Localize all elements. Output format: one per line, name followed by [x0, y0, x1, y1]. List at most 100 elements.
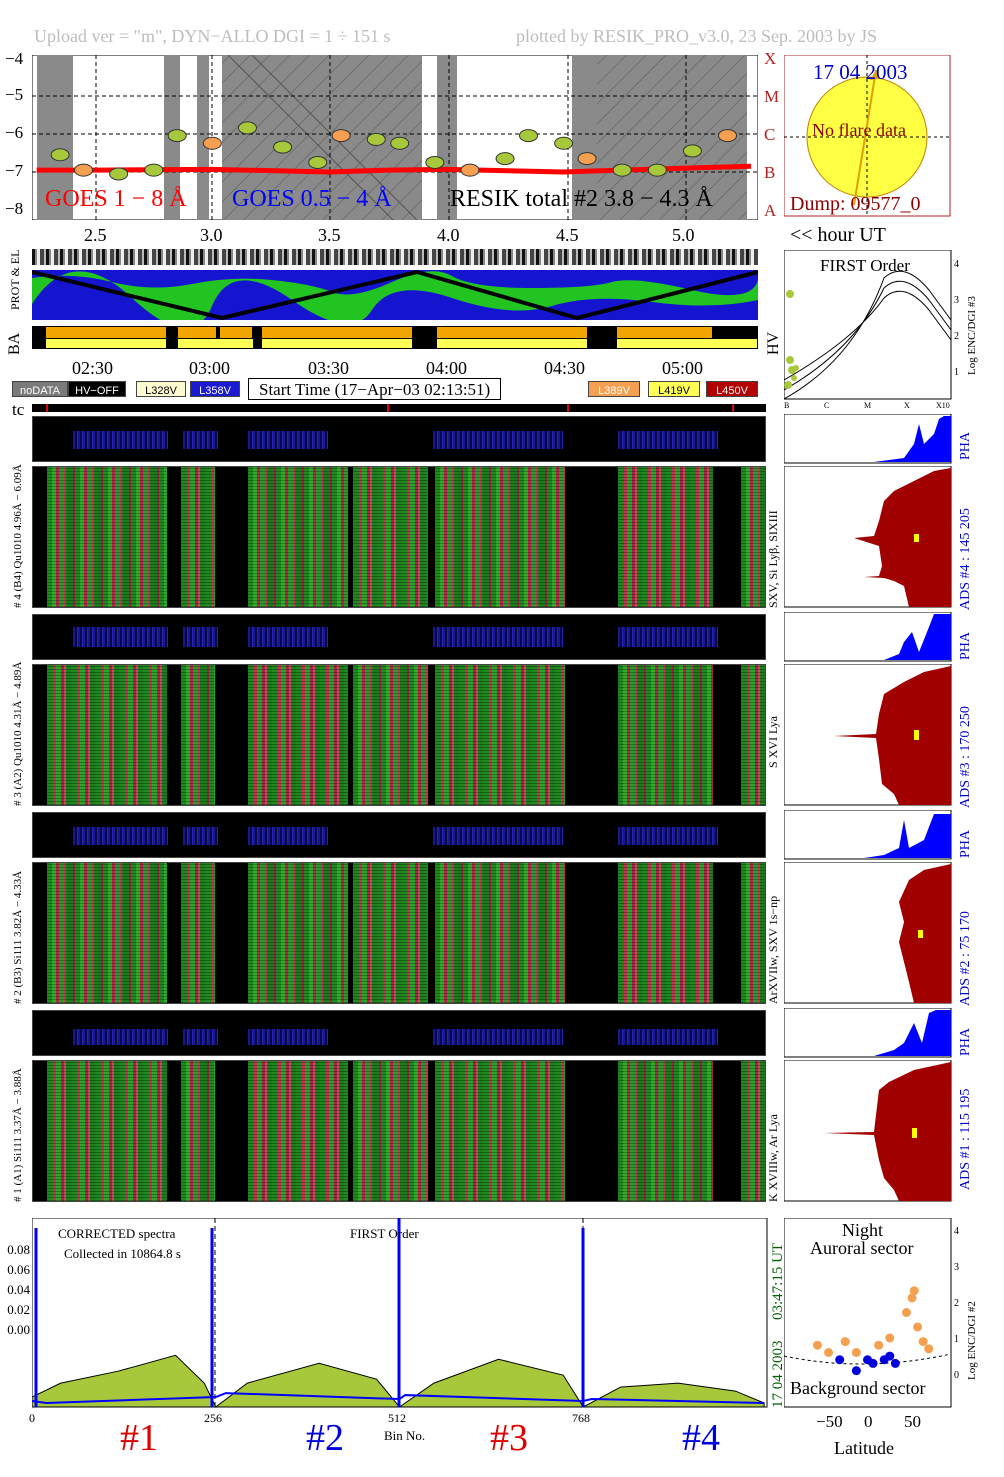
class-letter: M	[764, 87, 780, 106]
resik-point	[425, 155, 445, 169]
goes-lightcurve-chart	[32, 55, 758, 220]
orbit-x-axis: −50 0 50	[784, 1412, 954, 1431]
resik-point	[495, 152, 515, 166]
ch1-spectrogram	[32, 1060, 766, 1202]
orbit-point-blue	[890, 1358, 900, 1368]
channel-mark-2: #2	[306, 1417, 344, 1459]
tc-strip	[32, 404, 766, 412]
x-tick: M	[864, 401, 872, 410]
goes-class-axis: X M C B A	[764, 49, 782, 220]
orbit-point-orange	[909, 1286, 919, 1296]
x-tick: −50	[816, 1412, 843, 1431]
x-tick: 0	[29, 1411, 35, 1425]
ch3-pha-label: PHA	[958, 631, 973, 660]
resik-point	[554, 136, 574, 150]
prot-el-strip	[32, 249, 758, 265]
resik-point	[331, 129, 351, 143]
dump-label: Dump: 09577_0	[790, 193, 921, 215]
class-letter: B	[764, 163, 776, 182]
ch3-pha-strip	[32, 614, 766, 660]
latitude-panel	[784, 1218, 952, 1408]
hour-ut-label: << hour UT	[790, 224, 886, 246]
channel-mark-4: #4	[682, 1417, 720, 1459]
y-tick: 0.02	[7, 1302, 30, 1317]
ch1-pha-histogram	[784, 1008, 952, 1058]
time-tick: 04:00	[426, 358, 468, 378]
x-tick: 3.0	[200, 225, 223, 245]
orbit-xlabel: Latitude	[834, 1438, 894, 1458]
resik-point	[518, 129, 538, 143]
orbit-night: Night	[842, 1220, 884, 1240]
resik-point	[612, 163, 632, 177]
resik-point	[273, 140, 293, 154]
legend-goes-05-4: GOES 0.5 − 4 Å	[232, 186, 392, 212]
resik-point	[460, 163, 480, 177]
start-time-box: Start Time (17−Apr−03 02:13:51)	[248, 378, 502, 400]
spectra-note-collected: Collected in 10864.8 s	[64, 1246, 181, 1261]
prot-el-label: PROT & EL	[8, 249, 22, 310]
y-tick: 4	[954, 1226, 959, 1237]
l389v-legend: L389V	[588, 381, 640, 397]
orbit-point-orange	[918, 1337, 928, 1347]
spectra-x-axis: 0 256 512 768	[29, 1411, 768, 1425]
orbit-point-blue	[885, 1351, 895, 1361]
ch2-spectrogram	[32, 862, 766, 1004]
orbit-point-orange	[840, 1337, 850, 1347]
orbit-point-orange	[851, 1347, 861, 1357]
time-tick: 03:00	[189, 358, 231, 378]
first-order-x-axis: B C M X X10	[784, 401, 954, 413]
resik-point	[308, 155, 328, 169]
ch1-right-label: K XVIIIw, Ar Lya	[766, 1114, 780, 1202]
x-tick: 4.0	[437, 225, 460, 245]
resik-point	[647, 163, 667, 177]
ch3-ads-label: ADS #3 : 170 250	[958, 706, 973, 808]
channel-mark-1: #1	[120, 1417, 158, 1459]
ch2-pha-label: PHA	[958, 829, 973, 858]
y-tick: −7	[5, 161, 24, 180]
x-tick: 50	[904, 1412, 921, 1431]
l450v-legend: L450V	[706, 381, 758, 397]
ch2-ads-label: ADS #2 : 75 170	[958, 911, 973, 1006]
class-letter: A	[764, 201, 777, 220]
y-tick: 0.04	[7, 1282, 30, 1297]
header-upload-info: Upload ver = "m", DYN−ALLO DGI = 1 ÷ 151…	[34, 26, 391, 46]
ch3-left-label: # 3 (A2) Qu1010 4.31Å − 4.89Å	[12, 661, 24, 806]
x-tick: C	[824, 401, 830, 410]
resik-point	[718, 129, 738, 143]
ch2-pha-strip	[32, 812, 766, 858]
resik-point	[202, 136, 222, 150]
first-order-ylabel: Log ENC/DGI #3	[966, 296, 978, 375]
l419v-legend: L419V	[648, 381, 700, 397]
ch4-pha-label: PHA	[958, 431, 973, 460]
spectra-y-ticks: 0.08 0.06 0.04 0.02 0.00	[0, 1240, 30, 1340]
time-tick: 03:30	[308, 358, 350, 378]
ch2-pha-histogram	[784, 810, 952, 860]
time-tick: 04:30	[544, 358, 586, 378]
time-tick: 02:30	[72, 358, 114, 378]
legend-goes-1-8: GOES 1 − 8 Å	[45, 186, 187, 212]
resik-point	[366, 132, 386, 146]
ch4-pha-strip	[32, 416, 766, 462]
x-tick: 256	[204, 1411, 222, 1425]
x-tick: 5.0	[672, 225, 695, 245]
x-tick: X10	[936, 401, 950, 410]
spectra-xlabel: Bin No.	[384, 1428, 426, 1443]
orbit-point-blue	[868, 1358, 878, 1368]
orbit-point-orange	[874, 1340, 884, 1350]
spectra-note-first-order: FIRST Order	[350, 1226, 419, 1241]
orbit-ylabel: Log ENC/DGI #2	[966, 1301, 978, 1380]
x-tick: X	[904, 401, 910, 410]
y-tick: 2	[954, 331, 959, 342]
resik-point	[237, 121, 257, 135]
y-tick: 0	[954, 1370, 959, 1381]
l358v-legend: L358V	[190, 381, 240, 397]
first-order-title: FIRST Order	[820, 256, 910, 275]
legend-resik: RESIK total #2 3.8 − 4.3 Å	[450, 186, 713, 212]
y-tick: −4	[5, 49, 24, 68]
tc-label: tc	[12, 400, 25, 419]
y-tick: 0.08	[7, 1242, 30, 1257]
y-tick: 3	[954, 1262, 959, 1273]
goes-1-8-line	[36, 163, 752, 175]
header-plot-info: plotted by RESIK_PRO_v3.0, 23 Sep. 2003 …	[516, 26, 878, 46]
goes-x-axis: 2.5 3.0 3.5 4.0 4.5 5.0	[32, 225, 758, 245]
